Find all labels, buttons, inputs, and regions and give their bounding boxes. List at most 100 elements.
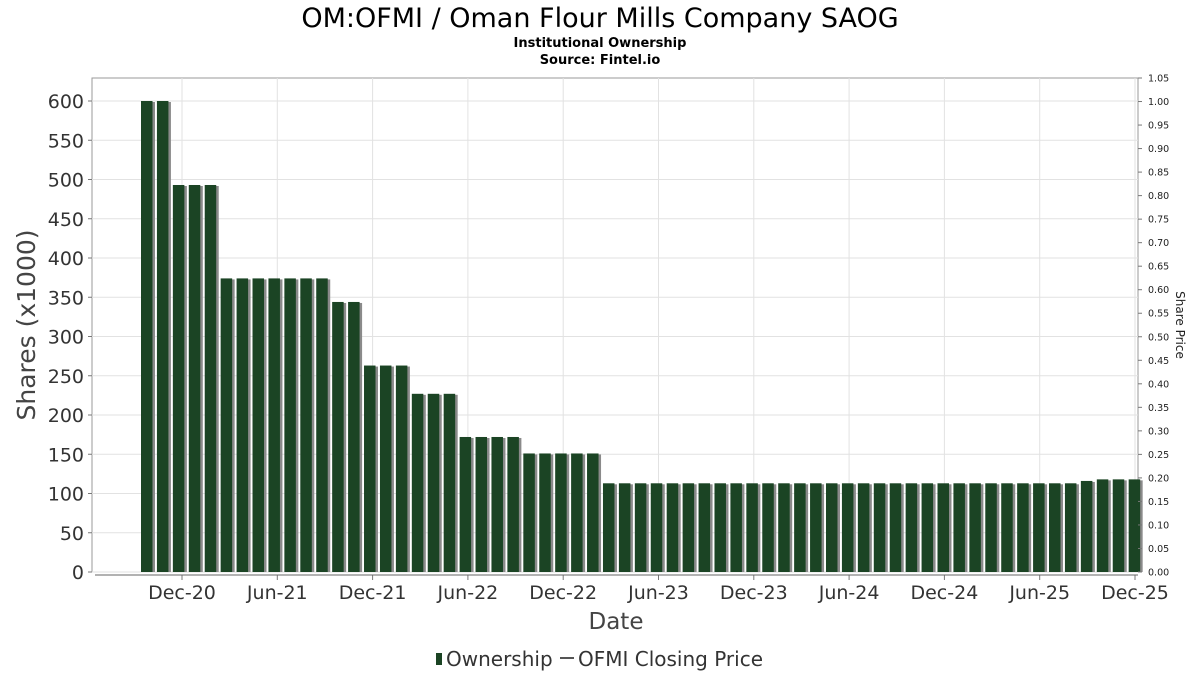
- bar-fill: [921, 483, 934, 572]
- bar: [1064, 483, 1079, 572]
- y-axis-title: Shares (x1000): [12, 229, 41, 420]
- bar-fill: [1128, 479, 1141, 572]
- bar-fill: [172, 184, 185, 572]
- bar: [268, 278, 283, 572]
- bar-fill: [1064, 483, 1077, 572]
- y-tick-label: 400: [48, 248, 84, 270]
- y2-tick-label: 0.55: [1148, 309, 1169, 320]
- y2-axis-title: Share Price: [1173, 291, 1187, 359]
- bar-fill: [284, 278, 296, 572]
- y2-tick-label: 0.85: [1148, 168, 1169, 179]
- bar: [857, 483, 872, 572]
- chart-subtitle: Institutional Ownership: [514, 36, 687, 51]
- x-tick-label: Dec-21: [339, 582, 407, 604]
- left-axis: 0 50 100 150 200 250 300 350 400 450 500 550 600: [48, 91, 92, 584]
- y-tick-label: 50: [60, 523, 84, 545]
- bar-fill: [364, 365, 376, 572]
- bar: [427, 393, 442, 572]
- bar: [491, 436, 506, 572]
- y-tick-label: 150: [48, 444, 84, 466]
- bar-fill: [714, 483, 726, 572]
- bar-fill: [268, 278, 280, 572]
- bar: [1096, 479, 1111, 572]
- bars: [141, 101, 1143, 572]
- x-tick-label: Jun-23: [627, 582, 689, 604]
- y2-tick-label: 0.70: [1148, 238, 1169, 249]
- y-tick-label: 550: [48, 130, 84, 152]
- right-axis: 0.00 0.05 0.10 0.15 0.20 0.25 0.30 0.35 0.40 0.45…: [1138, 74, 1169, 579]
- bar: [825, 483, 840, 572]
- y2-tick-label: 0.60: [1148, 285, 1169, 296]
- bar: [810, 483, 825, 572]
- y2-tick-label: 0.90: [1148, 144, 1169, 155]
- bar: [778, 483, 793, 572]
- bar: [714, 483, 729, 572]
- bar: [953, 483, 968, 572]
- bar-fill: [236, 278, 249, 572]
- bar-fill: [332, 301, 344, 572]
- bar-fill: [794, 483, 806, 572]
- bar: [889, 483, 904, 572]
- bar: [602, 483, 617, 572]
- bar: [395, 365, 410, 572]
- bar: [571, 453, 586, 572]
- bar-fill: [220, 278, 233, 572]
- bar-fill: [746, 483, 758, 572]
- bar-fill: [1017, 483, 1029, 572]
- y-tick-label: 500: [48, 170, 84, 192]
- bar-fill: [539, 453, 551, 572]
- bar: [650, 483, 665, 572]
- y2-tick-label: 0.15: [1148, 497, 1169, 508]
- bar-fill: [141, 101, 153, 572]
- bar: [698, 483, 713, 572]
- bar-fill: [730, 483, 742, 572]
- bar-fill: [873, 483, 886, 572]
- bar: [794, 483, 809, 572]
- bar-fill: [443, 393, 456, 572]
- bar-fill: [188, 184, 201, 572]
- y-tick-label: 350: [48, 287, 84, 309]
- y2-tick-label: 0.30: [1148, 426, 1169, 437]
- bar-fill: [411, 393, 424, 572]
- bar: [841, 483, 856, 572]
- legend: Ownership OFMI Closing Price: [436, 647, 763, 671]
- bar: [937, 483, 952, 572]
- bar: [141, 101, 155, 572]
- bar-fill: [587, 453, 599, 572]
- x-tick-label: Dec-23: [720, 582, 788, 604]
- y2-tick-label: 0.35: [1148, 403, 1169, 414]
- bar: [730, 483, 745, 572]
- bar-fill: [905, 483, 918, 572]
- bar-fill: [650, 483, 663, 572]
- y2-tick-label: 0.40: [1148, 379, 1169, 390]
- bar: [379, 365, 394, 572]
- bar: [618, 483, 633, 572]
- bar: [316, 278, 331, 572]
- legend-ownership-label: Ownership: [446, 647, 553, 671]
- x-tick-label: Dec-24: [910, 582, 978, 604]
- bar: [634, 483, 649, 572]
- x-axis-title: Date: [589, 609, 644, 635]
- y2-tick-label: 0.10: [1148, 520, 1169, 531]
- y-tick-label: 0: [72, 562, 84, 584]
- bar: [1049, 483, 1064, 572]
- bar: [459, 436, 474, 572]
- x-tick-label: Jun-21: [246, 582, 308, 604]
- bar: [1017, 483, 1032, 572]
- bar-fill: [634, 483, 647, 572]
- bar-fill: [156, 101, 169, 572]
- bar: [905, 483, 920, 572]
- bar: [332, 301, 347, 572]
- bar-fill: [1001, 483, 1013, 572]
- bar-fill: [937, 483, 949, 572]
- bar: [1080, 480, 1095, 572]
- bar-fill: [985, 483, 997, 572]
- bar-fill: [1049, 483, 1061, 572]
- bar-fill: [857, 483, 870, 572]
- x-tick-label: Dec-25: [1101, 582, 1169, 604]
- bar: [921, 483, 936, 572]
- chart-title: OM:OFMI / Oman Flour Mills Company SAOG: [301, 3, 898, 34]
- bar: [188, 184, 203, 572]
- x-axis: Dec-20 Jun-21 Dec-21 Jun-22 Dec-22 Jun-23 Dec-…: [148, 575, 1169, 604]
